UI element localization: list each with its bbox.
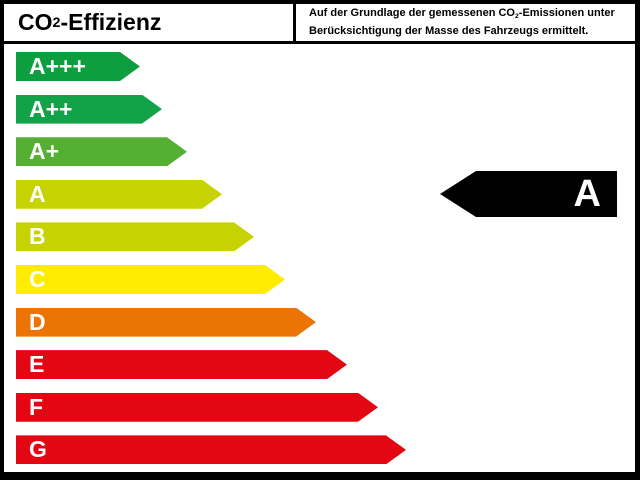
- scale-arrow-a-plus-plus: A++: [16, 95, 162, 124]
- scale-label: A++: [29, 95, 73, 122]
- scale-arrow-f: F: [16, 393, 378, 422]
- title-prefix: CO: [18, 9, 53, 35]
- scale-label: G: [29, 436, 47, 463]
- scale-label: A+++: [29, 53, 86, 79]
- note-subscript: 2: [515, 12, 519, 20]
- scale-label: D: [29, 308, 46, 335]
- scale-label: A: [29, 180, 46, 207]
- scale-label: F: [29, 393, 44, 420]
- header-note: Auf der Grundlage der gemessenen CO2-Emi…: [296, 4, 635, 41]
- scale-arrow-d: D: [16, 308, 316, 337]
- scale-arrow-c: C: [16, 265, 285, 294]
- title-subscript: 2: [52, 14, 61, 31]
- header: CO 2 -Effizienz Auf der Grundlage der geme…: [4, 4, 635, 44]
- scale-arrow-e: E: [16, 350, 347, 379]
- note-line-1: Auf der Grundlage der gemessenen CO2-Emi…: [309, 7, 615, 20]
- efficiency-scale: A+++ A++ A+ A B C D E F G A: [4, 44, 635, 469]
- scale-arrow-a-plus-plus-plus: A+++: [16, 52, 140, 81]
- rating-pointer-arrow: A: [440, 171, 617, 217]
- title-suffix: -Effizienz: [60, 9, 162, 35]
- header-divider: [293, 4, 296, 41]
- scale-arrow-b: B: [16, 222, 254, 251]
- note-line-2: Berücksichtigung der Masse des Fahrzeugs…: [309, 24, 589, 37]
- rating-value: A: [573, 173, 601, 215]
- scale-arrow-a: A: [16, 180, 222, 209]
- page-title: CO 2 -Effizienz: [4, 4, 293, 41]
- scale-label: E: [29, 351, 45, 378]
- scale-arrow-a-plus: A+: [16, 137, 187, 166]
- scale-label: A+: [29, 138, 60, 165]
- scale-arrow-g: G: [16, 435, 406, 464]
- scale-label: C: [29, 265, 46, 292]
- scale-label: B: [29, 223, 46, 250]
